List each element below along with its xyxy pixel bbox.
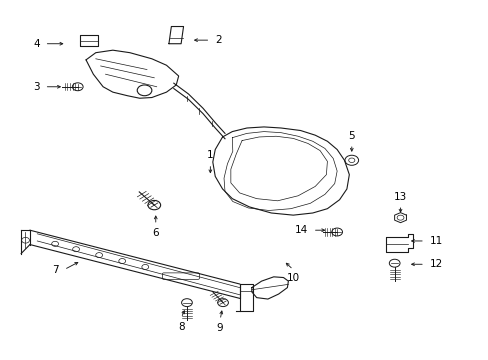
Text: 9: 9 bbox=[216, 323, 223, 333]
Text: 5: 5 bbox=[348, 131, 354, 140]
Text: 1: 1 bbox=[206, 150, 213, 160]
Text: 13: 13 bbox=[393, 192, 407, 202]
Text: 11: 11 bbox=[429, 236, 442, 246]
Text: 4: 4 bbox=[33, 39, 40, 49]
Text: 12: 12 bbox=[429, 259, 442, 269]
Text: 14: 14 bbox=[294, 225, 307, 235]
Text: 8: 8 bbox=[178, 321, 184, 332]
Text: 6: 6 bbox=[152, 228, 159, 238]
Text: 7: 7 bbox=[53, 265, 59, 275]
Text: 10: 10 bbox=[286, 273, 299, 283]
Text: 3: 3 bbox=[33, 82, 40, 92]
Text: 2: 2 bbox=[215, 35, 222, 45]
